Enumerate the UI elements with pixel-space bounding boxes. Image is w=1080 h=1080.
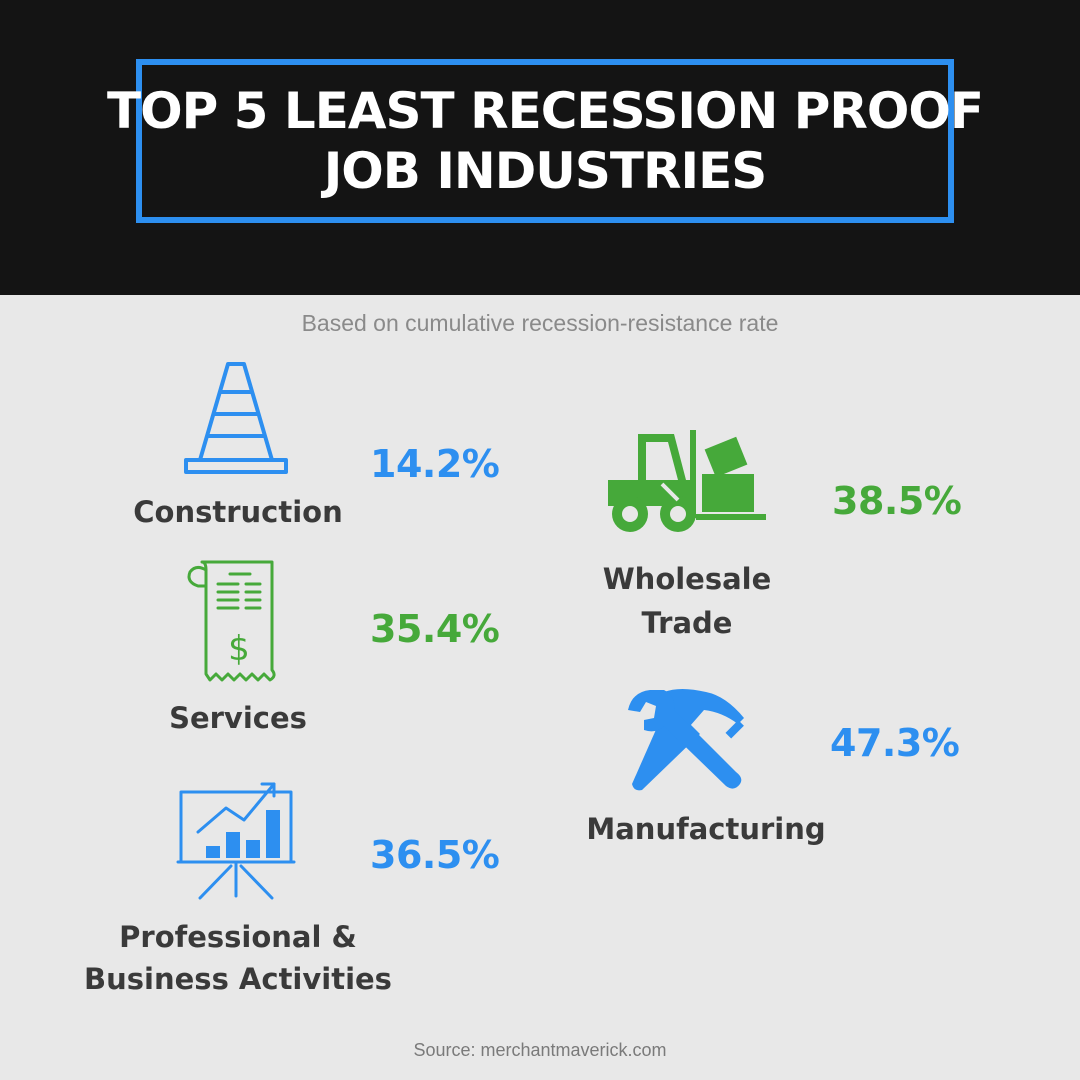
- wrench-hammer-icon: [628, 689, 744, 791]
- wholesale-label-line-2: Trade: [641, 606, 733, 640]
- services-value: 35.4%: [370, 607, 500, 651]
- title-box: TOP 5 LEAST RECESSION PROOF JOB INDUSTRI…: [107, 59, 984, 223]
- source-credit: Source: merchantmaverick.com: [413, 1040, 667, 1060]
- wholesale-value: 38.5%: [832, 479, 962, 523]
- header-banner: TOP 5 LEAST RECESSION PROOF JOB INDUSTRI…: [0, 0, 1080, 295]
- professional-label-line-1: Professional &: [119, 920, 357, 954]
- traffic-cone-icon: [184, 362, 288, 474]
- wholesale-label-line-1: Wholesale: [602, 562, 772, 596]
- presentation-chart-icon: [176, 782, 296, 900]
- construction-label: Construction: [133, 495, 343, 529]
- professional-label-line-2: Business Activities: [84, 962, 392, 996]
- manufacturing-label: Manufacturing: [586, 812, 826, 846]
- manufacturing-value: 47.3%: [830, 721, 960, 765]
- title-line-1: TOP 5 LEAST RECESSION PROOF: [106, 82, 984, 140]
- construction-value: 14.2%: [370, 442, 500, 486]
- title-line-2: JOB INDUSTRIES: [323, 142, 768, 200]
- subtitle: Based on cumulative recession-resistance…: [301, 310, 779, 336]
- forklift-icon: [608, 430, 766, 532]
- professional-value: 36.5%: [370, 833, 500, 877]
- receipt-icon: $: [187, 560, 276, 682]
- services-label: Services: [169, 701, 307, 735]
- svg-text:$: $: [228, 629, 250, 669]
